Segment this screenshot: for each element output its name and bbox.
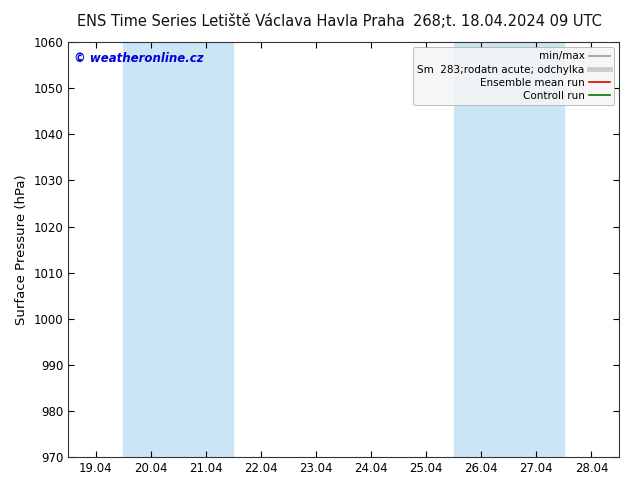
- Text: 268;t. 18.04.2024 09 UTC: 268;t. 18.04.2024 09 UTC: [413, 14, 602, 29]
- Y-axis label: Surface Pressure (hPa): Surface Pressure (hPa): [15, 174, 28, 325]
- Text: ENS Time Series Letiště Václava Havla Praha: ENS Time Series Letiště Václava Havla Pr…: [77, 14, 404, 29]
- Legend: min/max, Sm  283;rodatn acute; odchylka, Ensemble mean run, Controll run: min/max, Sm 283;rodatn acute; odchylka, …: [413, 47, 614, 105]
- Bar: [454, 42, 564, 457]
- Bar: [123, 42, 233, 457]
- Text: © weatheronline.cz: © weatheronline.cz: [74, 52, 204, 66]
